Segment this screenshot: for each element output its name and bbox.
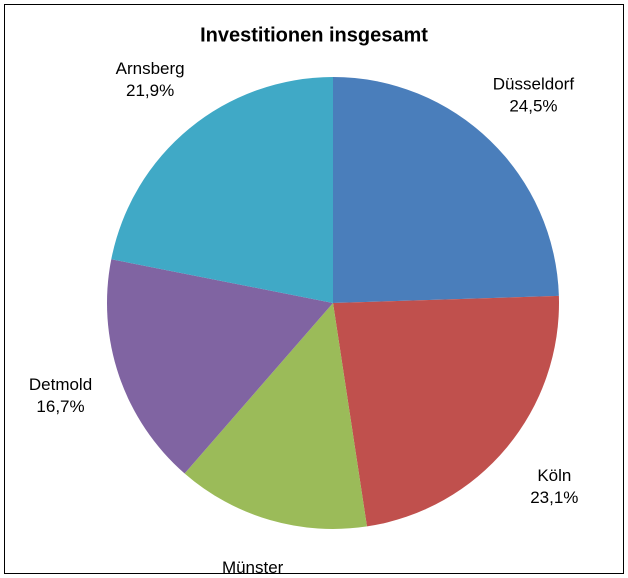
pie-slice xyxy=(333,77,559,303)
pie-slice xyxy=(333,295,559,527)
slice-label-name: Düsseldorf xyxy=(493,75,575,94)
slice-label-name: Arnsberg xyxy=(116,59,185,78)
slice-label-name: Detmold xyxy=(29,375,92,394)
pie-slice xyxy=(107,259,333,474)
slice-label-value: 21,9% xyxy=(126,81,174,100)
slice-label-value: 23,1% xyxy=(530,488,578,507)
slice-label-value: 24,5% xyxy=(509,97,557,116)
chart-title: Investitionen insgesamt xyxy=(200,24,428,46)
slice-label-name: Münster xyxy=(222,558,284,577)
pie-slice xyxy=(184,303,367,529)
pie-slice xyxy=(111,76,333,303)
slice-label-name: Köln xyxy=(537,466,571,485)
slice-label-value: 16,7% xyxy=(36,397,84,416)
